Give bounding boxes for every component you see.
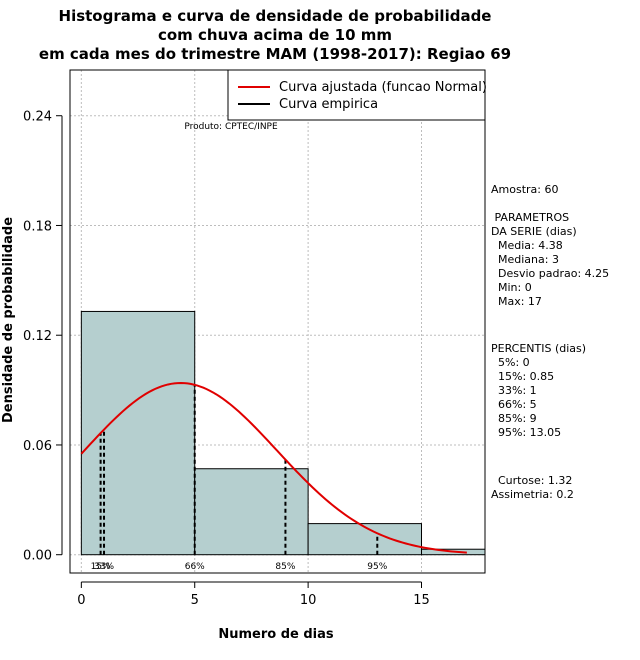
histogram-bars — [80, 310, 486, 556]
histogram-bar — [194, 468, 309, 556]
legend: Curva ajustada (funcao Normal) Curva emp… — [227, 69, 487, 121]
normal-curve-path — [80, 382, 467, 554]
forma-line: Assimetria: 0.2 — [491, 488, 574, 501]
amostra-text: Amostra: 60 — [491, 183, 558, 196]
parametros-line: Max: 17 — [491, 295, 542, 308]
y-tick-label: 0.12 — [23, 329, 52, 344]
histogram-bar — [307, 523, 423, 556]
chart-title-line: Histograma e curva de densidade de proba… — [59, 7, 492, 25]
percentile-label: 33% — [94, 562, 114, 572]
percentile-label: 85% — [275, 562, 295, 572]
legend-label-fit: Curva ajustada (funcao Normal) — [279, 80, 487, 95]
chart-title-line: com chuva acima de 10 mm — [158, 26, 392, 44]
parametros-line: PARAMETROS — [491, 211, 569, 224]
normal-curve — [80, 382, 467, 554]
forma-line: Curtose: 1.32 — [491, 474, 572, 487]
y-axis: 0.00 0.06 0.12 0.18 0.24 — [23, 110, 63, 564]
x-tick-label: 0 — [77, 593, 85, 608]
x-tick-label: 5 — [191, 593, 199, 608]
chart-title: Histograma e curva de densidade de proba… — [39, 7, 511, 63]
percentile-label: 95% — [367, 562, 387, 572]
y-axis-title: Densidade de probabilidade — [1, 217, 16, 423]
percentis-line: 33%: 1 — [491, 384, 537, 397]
x-tick-label: 15 — [413, 593, 430, 608]
parametros-line: Min: 0 — [491, 281, 532, 294]
percentis-line: PERCENTIS (dias) — [491, 342, 586, 355]
parametros-line: DA SERIE (dias) — [491, 225, 577, 238]
parametros-line: Mediana: 3 — [491, 253, 559, 266]
percentis-line: 5%: 0 — [491, 356, 530, 369]
y-tick-label: 0.18 — [23, 219, 52, 234]
legend-label-empirical: Curva empirica — [279, 97, 378, 112]
legend-box — [227, 69, 486, 121]
parametros-line: Desvio padrao: 4.25 — [491, 267, 609, 280]
x-axis: 0 5 10 15 — [77, 581, 430, 608]
histogram-bar — [80, 310, 196, 556]
percentile-lines: 15%33% 66% 85% 95% — [91, 384, 388, 572]
chart-title-line: em cada mes do trimestre MAM (1998-2017)… — [39, 45, 511, 63]
y-tick-label: 0.24 — [23, 110, 52, 125]
y-tick-label: 0.06 — [23, 439, 52, 454]
y-tick-label: 0.00 — [23, 549, 52, 564]
x-tick-label: 10 — [300, 593, 317, 608]
percentile-label: 66% — [185, 562, 205, 572]
parametros-line: Media: 4.38 — [491, 239, 563, 252]
percentis-line: 66%: 5 — [491, 398, 537, 411]
percentile-label: 15% — [91, 562, 111, 572]
percentis-line: 15%: 0.85 — [491, 370, 554, 383]
produto-label: Produto: CPTEC/INPE — [184, 122, 278, 132]
percentis-line: 85%: 9 — [491, 412, 537, 425]
percentis-line: 95%: 13.05 — [491, 426, 561, 439]
x-axis-title: Numero de dias — [218, 627, 334, 642]
